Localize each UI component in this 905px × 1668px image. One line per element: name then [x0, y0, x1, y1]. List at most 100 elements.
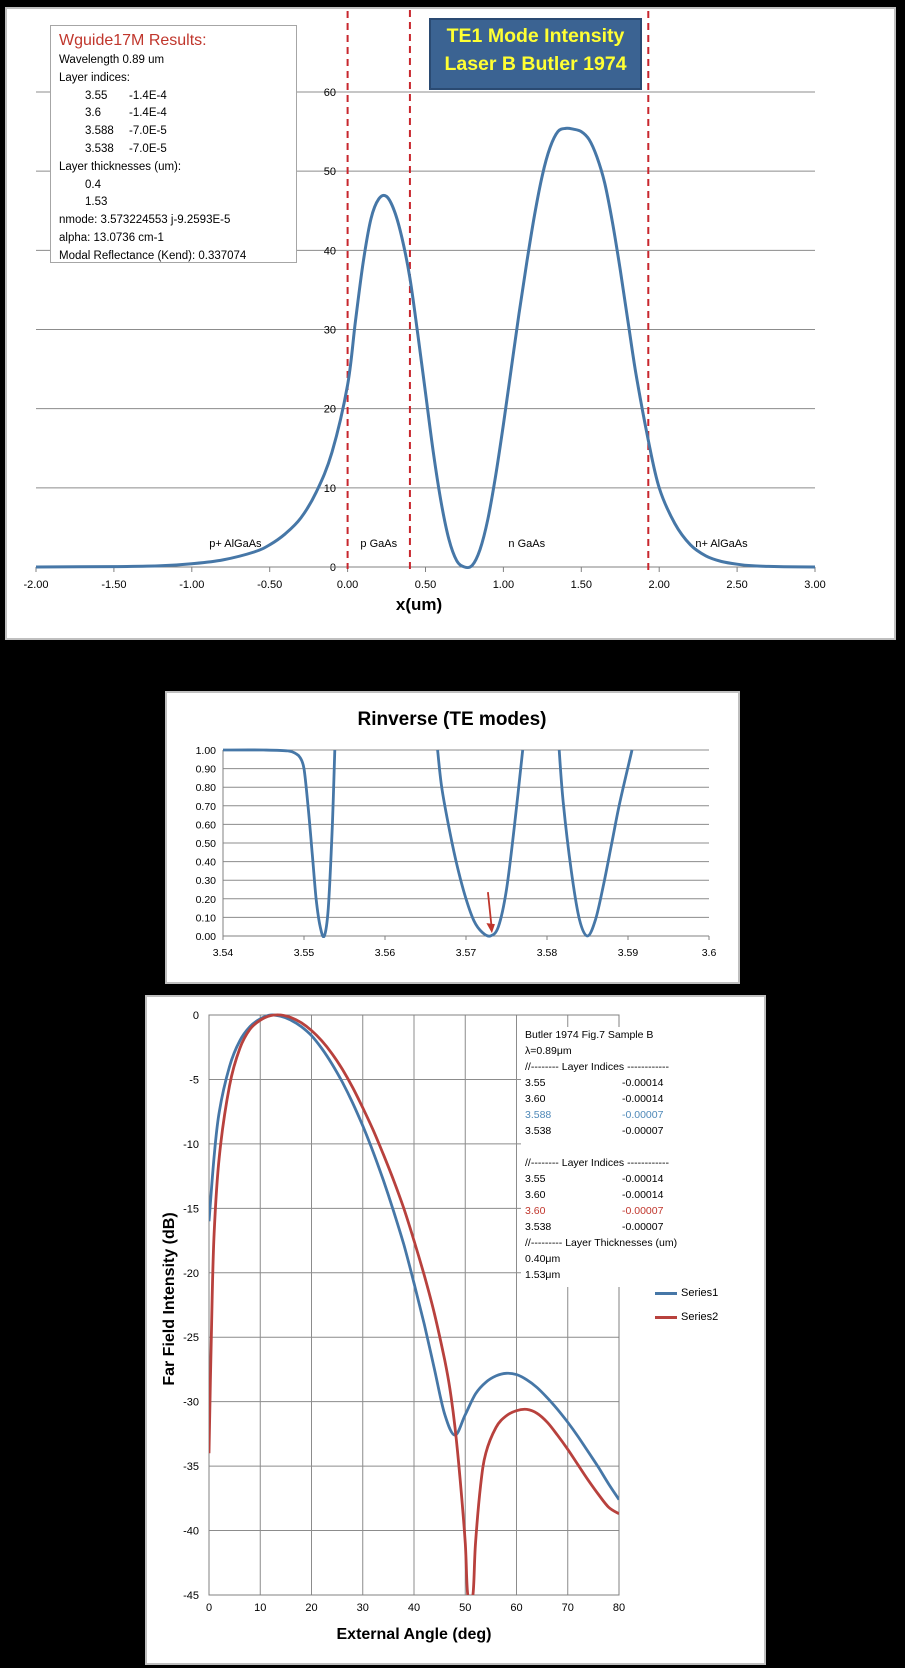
x-tick-label: 3.55: [294, 947, 315, 959]
results-thickness-row: 0.4: [85, 178, 101, 191]
results-thickness-row: 1.53: [85, 196, 108, 209]
x-tick-label: 3.59: [618, 947, 639, 959]
x-tick-label: 3.6: [702, 947, 717, 959]
x-tick-label: 3.57: [456, 947, 477, 959]
note-row: 3.55 -0.00014: [525, 1077, 664, 1089]
mode-intensity-panel: 0 10 20 30 40 50 60 -2.00 -1.50 -1.00 -0.50 0.00 0.5…: [5, 7, 896, 640]
chart-title-banner: TE1 Mode Intensity Laser B Butler 1974: [429, 18, 642, 90]
rinverse-curve: [436, 749, 525, 938]
results-index-row: 3.55 -1.4E-4: [85, 89, 167, 102]
y-tick-label: -15: [183, 1203, 199, 1215]
note-row: 3.55 -0.00014: [525, 1173, 664, 1185]
legend-item-series2: Series2: [655, 1311, 718, 1323]
plot-area-border: [208, 1014, 620, 1596]
x-tick-label: 70: [562, 1602, 574, 1614]
y-tick-label: 0.70: [196, 801, 217, 813]
mode-intensity-curve: [35, 126, 816, 570]
x-tick-label: 1.50: [571, 579, 592, 591]
chart-title: Rinverse (TE modes): [358, 709, 547, 730]
y-tick-label: 60: [324, 87, 336, 99]
results-index-row: 3.6 -1.4E-4: [85, 107, 167, 120]
x-tick-label: -2.00: [23, 579, 48, 591]
y-tick-label: -5: [189, 1074, 199, 1086]
far-field-panel: 0 10 20 30 40 50 60 70 80 0 -5 -10 -15 -20 -25 -30 -35 -4…: [145, 995, 766, 1665]
y-tick-label: 0.00: [196, 931, 217, 943]
region-label: n GaAs: [508, 538, 545, 550]
y-tick-label: 30: [324, 325, 336, 337]
y-tick-label: -40: [183, 1526, 199, 1538]
note-head2: λ=0.89μm: [525, 1045, 572, 1057]
y-tick-label: -25: [183, 1332, 199, 1344]
y-tick-label: -30: [183, 1397, 199, 1409]
x-tick-label: 50: [459, 1602, 471, 1614]
rinverse-curve: [557, 749, 634, 938]
region-label: n+ AlGaAs: [695, 538, 748, 550]
x-axis-title: External Angle (deg): [337, 1626, 492, 1643]
x-tick-label: 3.00: [804, 579, 825, 591]
y-tick-label: 0: [330, 562, 336, 574]
y-tick-label: 0.20: [196, 894, 217, 906]
y-tick-label: 40: [324, 245, 336, 257]
x-tick-label: 2.50: [726, 579, 747, 591]
y-tick-label: 0.80: [196, 782, 217, 794]
x-tick-label: 3.58: [537, 947, 558, 959]
note-row-highlight: 3.60 -0.00007: [525, 1205, 664, 1217]
y-axis-title: Far Field Intensity (dB): [161, 1212, 178, 1385]
x-tick-label: -1.00: [179, 579, 204, 591]
results-layer-indices-label: Layer indices:: [59, 71, 130, 84]
y-tick-label: 50: [324, 166, 336, 178]
note-thickness: 1.53μm: [525, 1269, 561, 1281]
rinverse-panel: Rinverse (TE modes) 0.00 0.10 0.20 0.30 0.40 0…: [165, 691, 740, 984]
x-tick-label: 40: [408, 1602, 420, 1614]
x-tick-label: 3.54: [213, 947, 234, 959]
x-tick-label: 10: [254, 1602, 266, 1614]
region-label: p+ AlGaAs: [209, 538, 262, 550]
y-tick-label: -45: [183, 1590, 199, 1602]
y-tick-label: 10: [324, 483, 336, 495]
note-block1-header: //-------- Layer Indices ------------: [525, 1061, 670, 1073]
x-tick-label: 60: [510, 1602, 522, 1614]
chart-title: TE1 Mode Intensity: [446, 25, 625, 47]
far-field-legend: Series1 Series2: [655, 1287, 755, 1337]
x-tick-label: 0: [206, 1602, 212, 1614]
x-tick-label: 1.00: [493, 579, 514, 591]
legend-swatch-series2: [655, 1315, 677, 1319]
x-tick-label: 30: [357, 1602, 369, 1614]
chart-subtitle: Laser B Butler 1974: [444, 53, 627, 75]
y-tick-label: 20: [324, 404, 336, 416]
y-tick-label: -20: [183, 1268, 199, 1280]
y-tick-label: 1.00: [196, 745, 217, 757]
x-tick-label: -0.50: [257, 579, 282, 591]
y-tick-label: -10: [183, 1139, 199, 1151]
results-box: Wguide17M Results: Wavelength 0.89 um La…: [50, 25, 297, 263]
y-tick-label: 0: [193, 1010, 199, 1022]
note-row: 3.60 -0.00014: [525, 1189, 664, 1201]
y-tick-label: 0.50: [196, 838, 217, 850]
far-field-series2-curve: [209, 1013, 619, 1595]
note-row: 3.538 -0.00007: [525, 1221, 664, 1233]
x-tick-label: 2.00: [648, 579, 669, 591]
results-thickness-label: Layer thicknesses (um):: [59, 160, 182, 173]
note-row: 3.60 -0.00014: [525, 1093, 664, 1105]
x-tick-label: -1.50: [101, 579, 126, 591]
y-tick-label: -35: [183, 1461, 199, 1473]
rinverse-curve: [223, 748, 337, 938]
results-index-row: 3.538 -7.0E-5: [85, 142, 167, 155]
y-tick-label: 0.90: [196, 764, 217, 776]
results-reflectance: Modal Reflectance (Kend): 0.337074: [59, 249, 247, 262]
results-index-row: 3.588 -7.0E-5: [85, 125, 167, 138]
results-nmode: nmode: 3.573224553 j-9.2593E-5: [59, 214, 231, 227]
region-label: p GaAs: [360, 538, 397, 550]
results-title: Wguide17M Results:: [59, 32, 207, 49]
x-tick-label: 0.50: [415, 579, 436, 591]
x-axis-title: x(um): [396, 595, 442, 614]
note-thickness: 0.40μm: [525, 1253, 561, 1265]
x-tick-label: 20: [305, 1602, 317, 1614]
x-tick-label: 80: [613, 1602, 625, 1614]
note-head1: Butler 1974 Fig.7 Sample B: [525, 1029, 654, 1041]
x-tick-label: 3.56: [375, 947, 396, 959]
y-tick-label: 0.10: [196, 912, 217, 924]
note-block2-header: //-------- Layer Indices ------------: [525, 1157, 670, 1169]
y-tick-label: 0.60: [196, 819, 217, 831]
note-row-highlight: 3.588 -0.00007: [525, 1109, 664, 1121]
